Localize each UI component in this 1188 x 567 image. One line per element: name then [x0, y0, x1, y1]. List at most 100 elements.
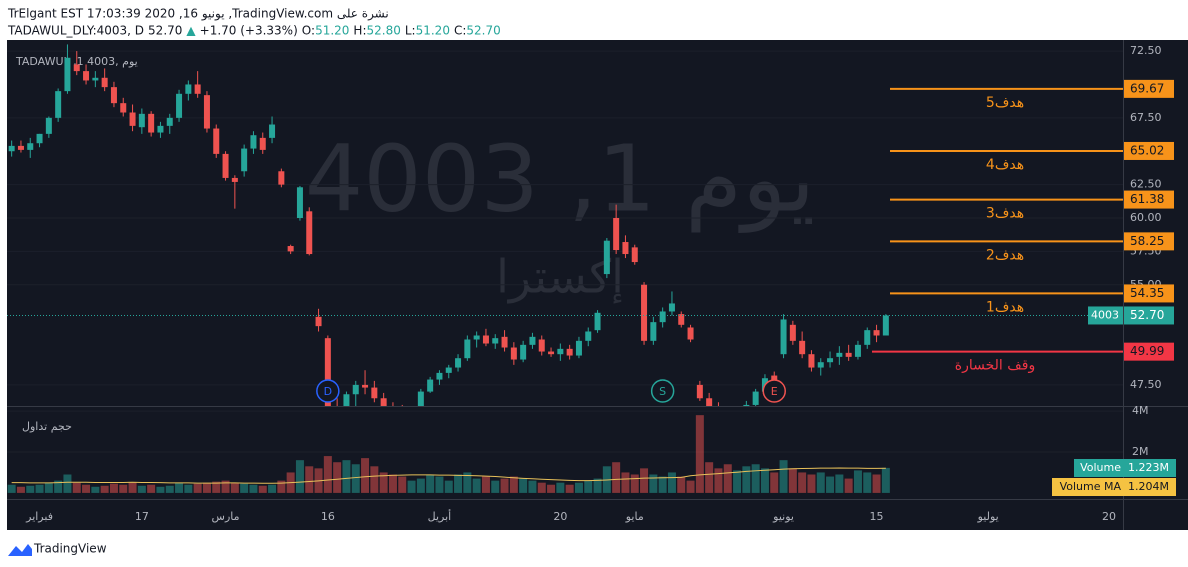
event-marker	[316, 379, 340, 403]
volume-tag-bg	[1124, 459, 1176, 477]
candle-body	[845, 352, 852, 357]
price-tag: 52.70	[1130, 308, 1164, 322]
candle-body	[864, 330, 871, 345]
volume-bar	[584, 480, 593, 493]
volume-pane	[7, 410, 1123, 493]
volume-bar	[370, 466, 379, 493]
header-item: L:	[405, 24, 416, 38]
volume-bar	[723, 464, 732, 493]
volume-bar	[202, 482, 211, 493]
volume-bar	[695, 415, 704, 493]
candle-body	[789, 324, 796, 341]
volume-bar	[305, 466, 314, 493]
header-line: TrElgant EST 17:03:39 2020 ,16 يونيو ,Tr…	[7, 7, 389, 22]
candle-body	[278, 171, 285, 185]
footer-logo	[8, 544, 32, 556]
candle-body	[417, 391, 424, 406]
candle-body	[287, 246, 294, 252]
volume-bar	[7, 484, 16, 493]
volume-bar	[612, 462, 621, 493]
volume-bar	[165, 485, 174, 493]
y-tick-label: 47.50	[1130, 378, 1162, 391]
level-tag-bg	[1124, 232, 1174, 251]
candle-body	[8, 145, 15, 152]
candle-body	[445, 367, 452, 373]
volume-bar	[751, 464, 760, 493]
volume-bar	[35, 484, 44, 493]
symbol-tag-bg	[1088, 306, 1123, 325]
candle-body	[27, 143, 34, 150]
volume-bar	[454, 474, 463, 493]
candle-body	[73, 64, 80, 72]
header-quote: TADAWUL_DLY:4003, D 52.70 ▲ +1.70 (+3.33%) O…	[7, 24, 501, 38]
volume-bar	[351, 464, 360, 493]
candle-body	[83, 71, 90, 81]
header-item: C:	[454, 24, 466, 38]
candle-body	[594, 312, 601, 331]
candle-body	[241, 148, 248, 172]
candle-body	[343, 394, 350, 406]
candle-body	[194, 84, 201, 94]
volume-bar	[193, 483, 202, 493]
candle-body	[464, 339, 471, 359]
candle-body	[222, 153, 229, 178]
candle-body	[473, 335, 480, 340]
level-tag: 69.67	[1130, 81, 1164, 95]
level-label: وقف الخسارة	[955, 358, 1035, 374]
watermark: يوم 1, 4003	[305, 125, 816, 233]
candle-body	[882, 315, 889, 336]
candle-body	[436, 372, 443, 380]
candle-body	[501, 336, 508, 348]
volume-bar	[258, 485, 267, 493]
candle-body	[482, 335, 489, 344]
volume-tick-label: 4M	[1132, 404, 1149, 417]
candle-body	[17, 145, 24, 150]
candle-body	[706, 398, 713, 406]
header-item: 51.20	[416, 24, 450, 38]
volume-bar	[333, 462, 342, 493]
volume-bar	[249, 484, 258, 493]
volume-bar	[175, 482, 184, 493]
candle-body	[743, 404, 750, 406]
volume-bar	[342, 460, 351, 493]
volume-bar	[398, 476, 407, 493]
volume-bar	[872, 474, 881, 493]
volume-tag-name-bg	[1074, 459, 1124, 477]
level-tag: 54.35	[1130, 286, 1164, 300]
volume-tag-name: Volume MA	[1060, 480, 1122, 493]
volume-bar	[463, 472, 472, 493]
volume-ma-line	[11, 467, 886, 484]
candle-body	[529, 336, 536, 345]
candle-body	[622, 242, 629, 255]
candle-body	[687, 327, 694, 340]
level-tag: 65.02	[1130, 143, 1164, 157]
volume-bar	[147, 484, 156, 493]
candle-body	[296, 187, 303, 218]
candle-body	[315, 316, 322, 327]
candle-body	[817, 362, 824, 368]
x-tick-label: 16	[321, 510, 335, 523]
header-item: H:	[353, 24, 366, 38]
overlay: 72.5067.5062.5060.0057.5055.0047.504M2Mف…	[7, 44, 1176, 523]
candle-body	[585, 331, 592, 341]
candle-body	[269, 124, 276, 138]
volume-bar	[230, 482, 239, 493]
candle-body	[231, 177, 238, 182]
volume-bar	[500, 478, 509, 493]
candle-body	[306, 211, 313, 255]
volume-bar	[621, 472, 630, 493]
candle-body	[250, 135, 257, 149]
candle-body	[799, 340, 806, 355]
volume-bar	[416, 478, 425, 493]
header-item: 51.20	[315, 24, 349, 38]
volume-bar	[658, 476, 667, 493]
volume-bar	[677, 476, 686, 493]
header-item: +1.70 (+3.33%)	[200, 24, 298, 38]
volume-bar	[109, 483, 118, 493]
event-label: S	[659, 385, 666, 398]
header-item: TADAWUL_DLY:4003, D	[7, 24, 144, 38]
volume-bar	[714, 468, 723, 493]
candle-body	[64, 57, 71, 92]
volume-bar	[277, 480, 286, 493]
volume-bar	[593, 478, 602, 493]
